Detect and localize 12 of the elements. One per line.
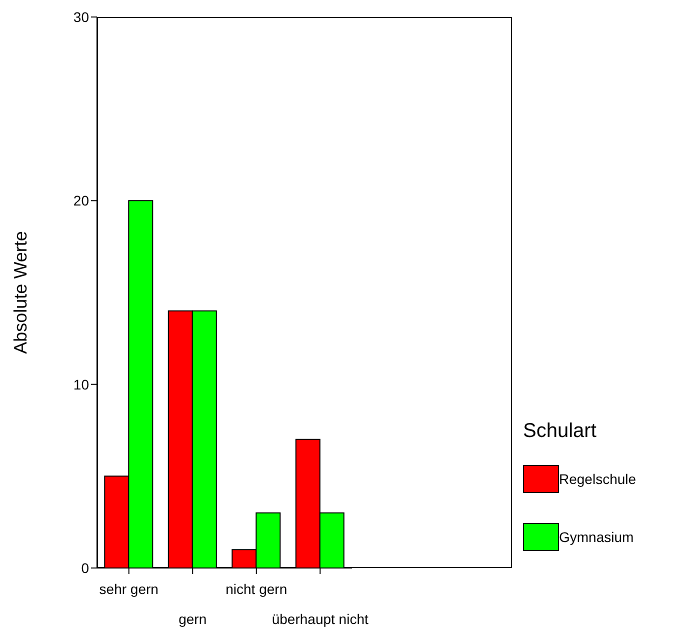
- y-tick-label: 10: [73, 376, 90, 392]
- x-tick-label: sehr gern: [99, 581, 158, 597]
- legend-label: Regelschule: [559, 471, 636, 487]
- x-tick-label: überhaupt nicht: [272, 611, 368, 627]
- y-tick-label: 20: [73, 192, 90, 209]
- x-tick-label: gern: [178, 611, 207, 627]
- legend-title: Schulart: [523, 420, 598, 443]
- y-axis-title: Absolute Werte: [10, 231, 30, 354]
- x-tick-label: nicht gern: [226, 581, 288, 597]
- y-tick-label: 0: [81, 560, 90, 576]
- y-tick-label: 30: [73, 8, 90, 25]
- legend-label: Gymnasium: [559, 529, 634, 545]
